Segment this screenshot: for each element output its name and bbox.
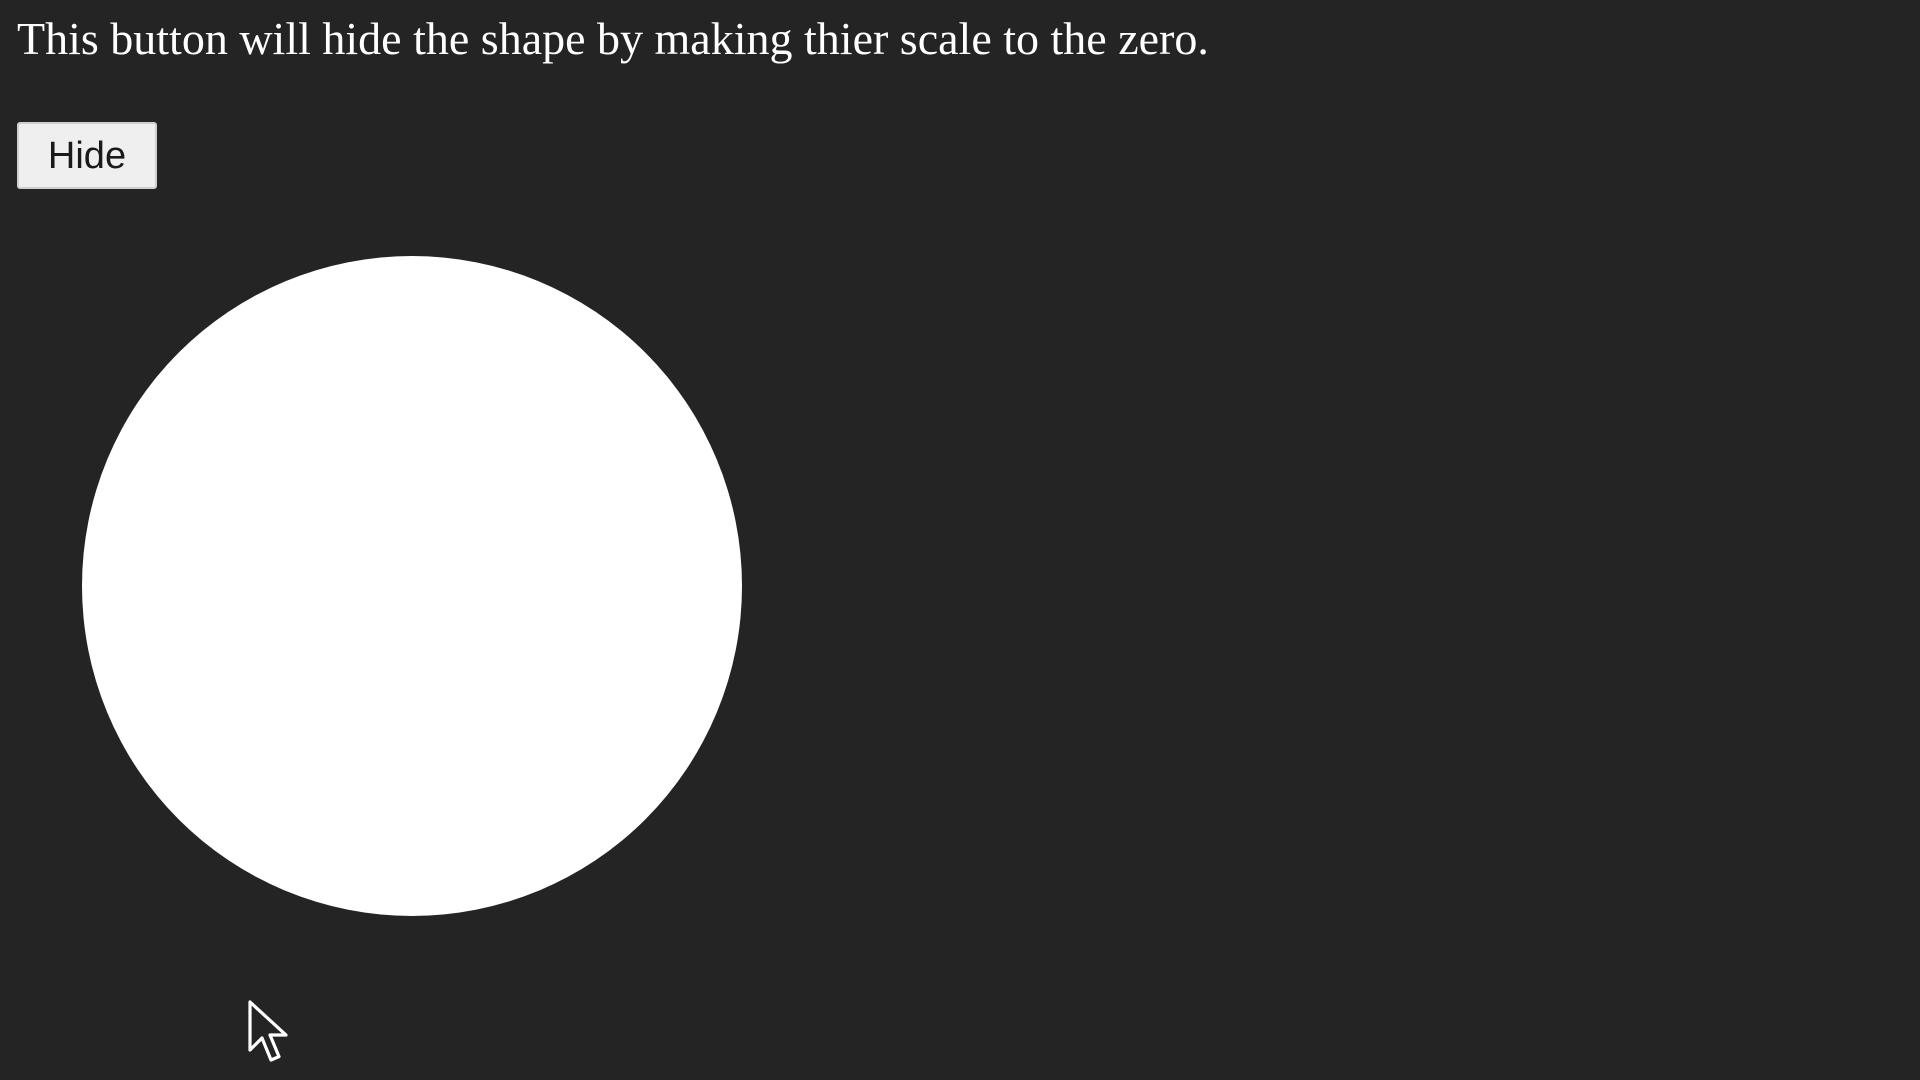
arrow-cursor-icon: [248, 1000, 288, 1062]
description-text: This button will hide the shape by makin…: [17, 13, 1209, 64]
circle-shape: [82, 256, 742, 916]
hide-button[interactable]: Hide: [17, 122, 157, 189]
